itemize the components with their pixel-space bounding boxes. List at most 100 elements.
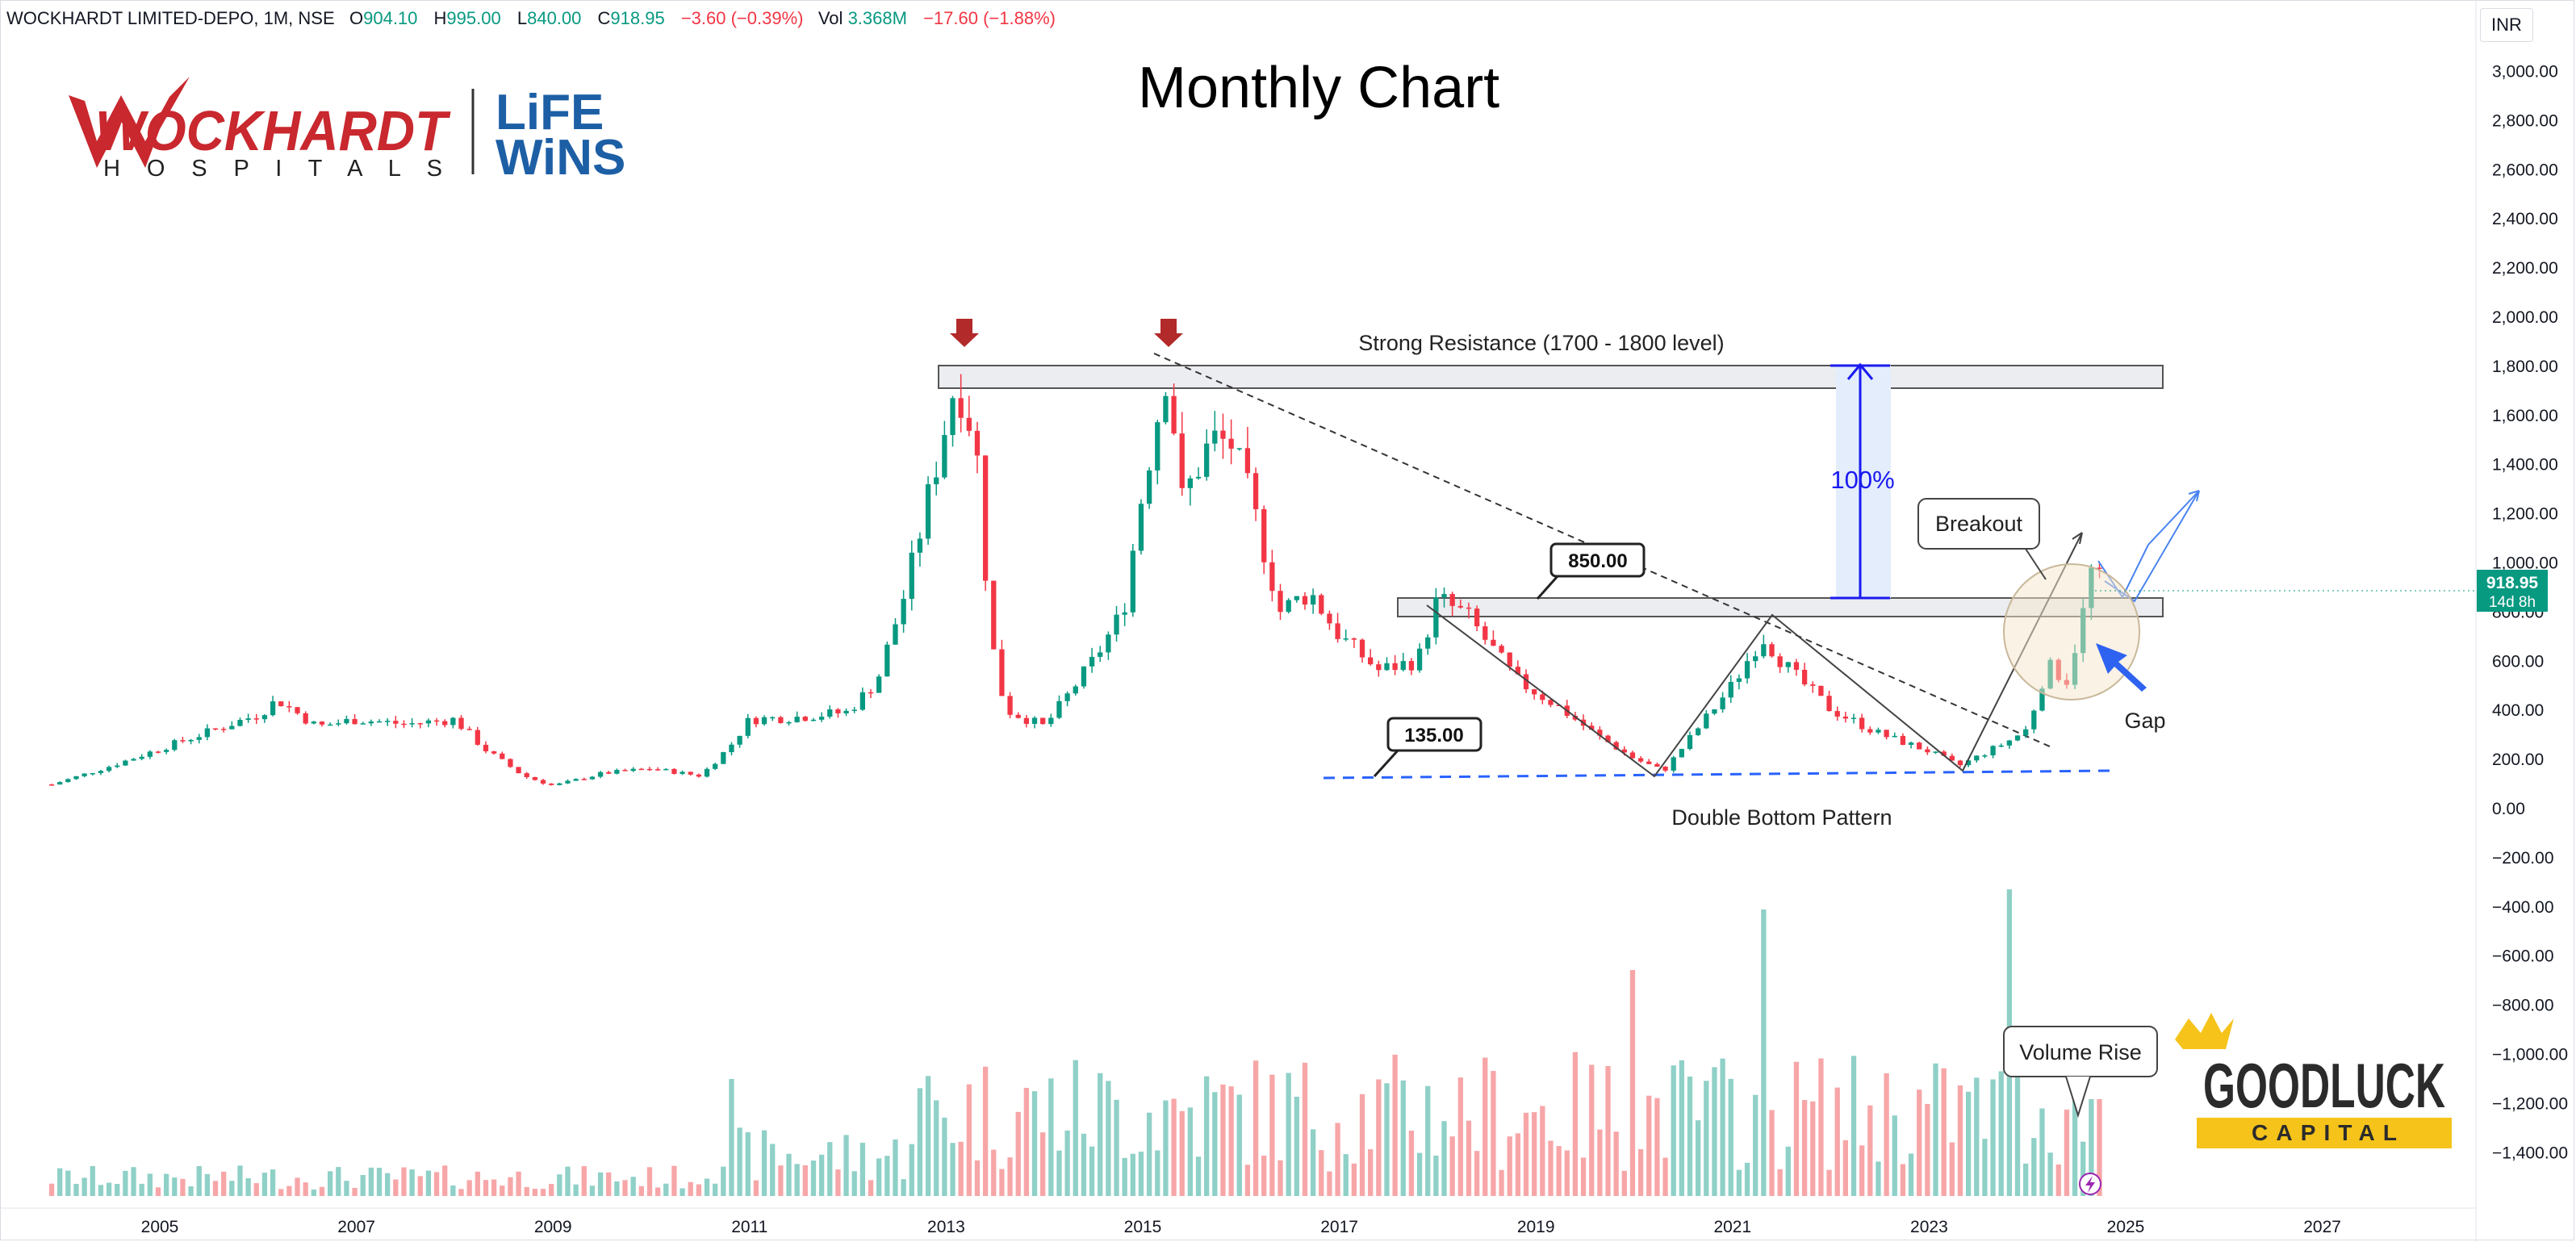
volume-bar bbox=[73, 1183, 79, 1196]
volume-bars bbox=[48, 889, 2102, 1196]
resistance-zone[interactable] bbox=[938, 365, 2164, 389]
gap-label: Gap bbox=[2124, 709, 2165, 733]
candle-body bbox=[1073, 686, 1078, 694]
candle-body bbox=[1646, 761, 1652, 764]
candle-body bbox=[991, 580, 997, 650]
volume-bar bbox=[761, 1130, 767, 1196]
volume-bar bbox=[1507, 1136, 1512, 1196]
time-axis[interactable]: 2005 2007 2009 2011 2013 2015 2017 2019 2021 2023… bbox=[141, 1218, 2341, 1236]
volume-bar bbox=[1408, 1130, 1415, 1196]
candle-body bbox=[221, 729, 227, 730]
candle-body bbox=[433, 720, 440, 722]
volume-bar bbox=[131, 1167, 136, 1196]
candle-body bbox=[1384, 663, 1390, 671]
currency-button[interactable]: INR bbox=[2480, 8, 2533, 42]
volume-bar bbox=[253, 1183, 259, 1196]
volume-bar bbox=[1965, 1091, 1972, 1196]
volume-bar bbox=[1007, 1157, 1013, 1196]
capital-band bbox=[2197, 1118, 2452, 1148]
close-value: 918.95 bbox=[610, 8, 665, 28]
volume-bar bbox=[1900, 1164, 1906, 1196]
volume-bar bbox=[433, 1172, 440, 1196]
candle-body bbox=[893, 624, 898, 645]
candle-body bbox=[65, 779, 71, 783]
volume-bar bbox=[646, 1167, 653, 1196]
candle-body bbox=[1048, 717, 1054, 725]
volume-bar bbox=[589, 1186, 596, 1196]
candle-body bbox=[1098, 652, 1103, 657]
candle-body bbox=[261, 715, 268, 720]
volume-bar bbox=[286, 1186, 292, 1196]
volume-bar bbox=[1089, 1146, 1095, 1196]
candle-body bbox=[1965, 760, 1972, 766]
candle-body bbox=[253, 718, 259, 720]
candle-body bbox=[319, 721, 325, 725]
candle-body bbox=[1671, 757, 1676, 771]
candle-body bbox=[753, 717, 759, 725]
change-value: −3.60 (−0.39%) bbox=[680, 8, 804, 28]
candle-body bbox=[1777, 656, 1783, 667]
volume-bar bbox=[295, 1177, 300, 1196]
double-bottom-label: Double Bottom Pattern bbox=[1671, 805, 1892, 830]
candle-body bbox=[597, 772, 604, 777]
candle-body bbox=[1597, 730, 1603, 736]
peak-marker-2 bbox=[1154, 319, 1183, 347]
candle-body bbox=[1637, 758, 1644, 762]
volume-bar bbox=[352, 1187, 358, 1196]
candle-body bbox=[974, 430, 981, 456]
volume-bar bbox=[212, 1181, 219, 1196]
volume-bar bbox=[934, 1100, 939, 1196]
candle-body bbox=[1228, 438, 1234, 449]
candle-body bbox=[540, 780, 546, 784]
candle-body bbox=[1941, 751, 1947, 756]
volume-bar bbox=[1556, 1146, 1562, 1196]
candle-body bbox=[1785, 662, 1791, 667]
candle-body bbox=[966, 417, 972, 431]
price-tick-label: −1,400.00 bbox=[2492, 1144, 2568, 1162]
candle-body bbox=[147, 751, 153, 757]
candle-body bbox=[73, 776, 79, 780]
volume-bar bbox=[770, 1144, 776, 1196]
volume-bar bbox=[2023, 1163, 2029, 1196]
candle-body bbox=[483, 744, 489, 751]
candle-body bbox=[1867, 729, 1873, 733]
volume-bar bbox=[376, 1168, 383, 1196]
candle-body bbox=[385, 721, 391, 722]
volume-bar bbox=[1368, 1149, 1374, 1196]
price-tick-label: 200.00 bbox=[2492, 751, 2544, 769]
volume-bar bbox=[1769, 1110, 1775, 1196]
candle-body bbox=[2097, 567, 2102, 569]
candle-body bbox=[1629, 752, 1636, 759]
candle-body bbox=[229, 726, 235, 730]
candle-body bbox=[1892, 735, 1897, 738]
candle-body bbox=[155, 751, 161, 753]
volume-bar bbox=[1629, 970, 1636, 1196]
candle-body bbox=[934, 477, 939, 485]
candle-body bbox=[368, 721, 374, 724]
candle-body bbox=[1679, 749, 1685, 758]
volume-bar bbox=[622, 1180, 628, 1196]
volume-bar bbox=[1319, 1150, 1324, 1196]
volume-bar bbox=[884, 1156, 890, 1196]
level-850-zone[interactable] bbox=[1397, 597, 2164, 617]
candle-body bbox=[1359, 639, 1365, 658]
volume-bar bbox=[425, 1170, 432, 1196]
candle-body bbox=[360, 723, 366, 725]
volume-bar bbox=[1564, 1150, 1570, 1196]
volume-bar bbox=[1998, 1071, 2004, 1196]
low-value: 840.00 bbox=[527, 8, 582, 28]
time-tick-label: 2007 bbox=[337, 1218, 375, 1236]
volume-bar bbox=[753, 1180, 759, 1196]
candle-body bbox=[98, 771, 104, 773]
candle-body bbox=[1252, 473, 1259, 509]
price-tick-label: 2,000.00 bbox=[2492, 308, 2558, 327]
vol-change-value: −17.60 (−1.88%) bbox=[923, 8, 1056, 28]
candle-body bbox=[859, 692, 866, 710]
volume-bar bbox=[909, 1144, 914, 1196]
candle-body bbox=[352, 718, 358, 725]
volume-bar bbox=[516, 1171, 521, 1196]
candle-body bbox=[851, 709, 857, 711]
price-axis[interactable]: 3,000.00 2,800.00 2,600.00 2,400.00 2,200.00… bbox=[2492, 63, 2568, 1163]
candle-body bbox=[1236, 448, 1242, 450]
